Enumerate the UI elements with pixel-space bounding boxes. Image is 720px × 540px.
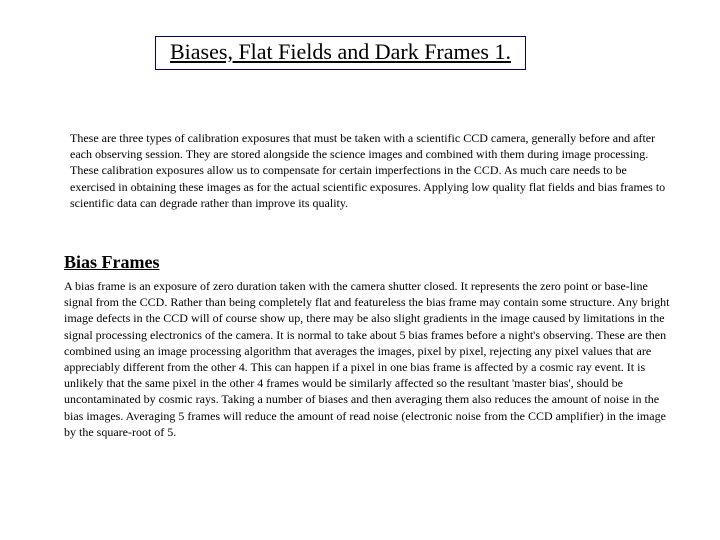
section-heading: Bias Frames: [64, 252, 159, 273]
title-box: Biases, Flat Fields and Dark Frames 1.: [155, 36, 526, 70]
section-body: A bias frame is an exposure of zero dura…: [64, 278, 674, 440]
intro-paragraph: These are three types of calibration exp…: [70, 130, 670, 211]
page-title: Biases, Flat Fields and Dark Frames 1.: [170, 39, 511, 64]
